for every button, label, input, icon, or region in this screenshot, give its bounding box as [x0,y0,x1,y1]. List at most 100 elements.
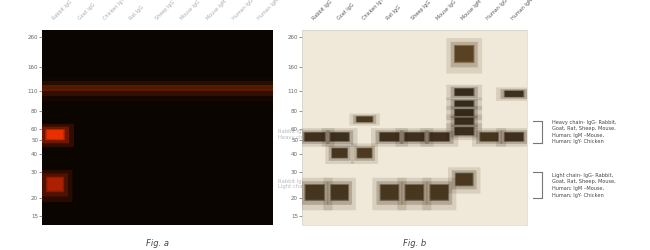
FancyBboxPatch shape [327,181,352,205]
Bar [196,78,222,83]
FancyBboxPatch shape [46,177,64,192]
FancyBboxPatch shape [372,178,406,210]
FancyBboxPatch shape [329,146,350,161]
FancyBboxPatch shape [455,172,474,186]
Text: Human IgM: Human IgM [257,0,280,21]
Text: Rabbit IgG
Heavy chain: Rabbit IgG Heavy chain [278,129,311,140]
Bar [196,89,222,96]
Bar [248,89,273,96]
FancyBboxPatch shape [358,148,372,158]
FancyBboxPatch shape [353,115,376,124]
Bar [94,93,119,101]
Bar [68,93,94,101]
Bar [42,78,68,83]
Text: Fig. a: Fig. a [146,239,169,248]
FancyBboxPatch shape [430,185,448,200]
FancyBboxPatch shape [425,130,454,144]
FancyBboxPatch shape [455,46,473,62]
Bar [170,81,196,87]
Text: Mouse IgM: Mouse IgM [205,0,228,21]
FancyBboxPatch shape [456,173,473,186]
FancyBboxPatch shape [41,127,69,143]
FancyBboxPatch shape [326,130,353,144]
Bar [94,89,119,96]
FancyBboxPatch shape [406,185,423,200]
Bar [145,78,170,83]
Text: Sheep IgG: Sheep IgG [411,0,432,21]
FancyBboxPatch shape [324,178,356,210]
FancyBboxPatch shape [331,185,348,200]
FancyBboxPatch shape [450,87,478,98]
Bar [68,89,94,96]
FancyBboxPatch shape [455,118,473,124]
Bar [170,78,196,83]
Bar [145,81,170,87]
Text: Human IgG: Human IgG [486,0,509,21]
Bar [248,85,273,91]
Text: Goat IgG: Goat IgG [77,2,96,21]
Bar [119,89,145,96]
FancyBboxPatch shape [422,178,456,210]
Text: Rat IgG: Rat IgG [386,5,402,21]
FancyBboxPatch shape [504,132,525,142]
Bar [94,81,119,87]
FancyBboxPatch shape [455,101,473,106]
Text: Human IgG: Human IgG [231,0,254,21]
Bar [119,78,145,83]
FancyBboxPatch shape [380,133,399,141]
FancyBboxPatch shape [505,133,523,141]
FancyBboxPatch shape [454,88,474,96]
Bar [145,89,170,96]
FancyBboxPatch shape [454,45,474,63]
FancyBboxPatch shape [450,116,478,126]
FancyBboxPatch shape [397,178,432,210]
FancyBboxPatch shape [448,167,480,194]
Text: Rabbit IgG: Rabbit IgG [311,0,333,21]
Text: Goat IgG: Goat IgG [336,2,355,21]
FancyBboxPatch shape [476,130,502,144]
FancyBboxPatch shape [306,185,324,200]
FancyBboxPatch shape [405,133,424,141]
Bar [42,85,68,91]
Text: Mouse IgM: Mouse IgM [461,0,483,21]
FancyBboxPatch shape [301,181,328,205]
FancyBboxPatch shape [354,146,375,161]
Bar [42,81,68,87]
Bar [42,89,68,96]
FancyBboxPatch shape [447,106,482,120]
FancyBboxPatch shape [350,114,380,126]
Bar [170,85,196,91]
FancyBboxPatch shape [304,132,326,142]
FancyBboxPatch shape [430,184,449,201]
FancyBboxPatch shape [455,88,473,96]
FancyBboxPatch shape [42,174,68,197]
FancyBboxPatch shape [447,98,482,110]
FancyBboxPatch shape [322,128,358,147]
Bar [119,85,145,91]
FancyBboxPatch shape [447,85,482,100]
FancyBboxPatch shape [351,144,378,164]
Bar [248,78,273,83]
Text: Rat IgG: Rat IgG [129,5,145,21]
FancyBboxPatch shape [447,38,482,74]
FancyBboxPatch shape [381,185,398,200]
Text: Sheep IgG: Sheep IgG [154,0,176,21]
Text: Fig. b: Fig. b [403,239,426,248]
Text: Mouse IgG: Mouse IgG [180,0,202,21]
FancyBboxPatch shape [371,128,408,147]
FancyBboxPatch shape [505,91,523,97]
Bar [119,81,145,87]
Bar [222,85,248,91]
Bar [196,85,222,91]
FancyBboxPatch shape [332,148,347,158]
FancyBboxPatch shape [305,133,325,141]
FancyBboxPatch shape [376,130,404,144]
FancyBboxPatch shape [395,128,434,147]
Text: Chicken IgY: Chicken IgY [103,0,127,21]
FancyBboxPatch shape [450,108,478,118]
FancyBboxPatch shape [447,114,482,129]
FancyBboxPatch shape [404,132,425,142]
FancyBboxPatch shape [455,109,473,116]
FancyBboxPatch shape [454,127,474,136]
Bar [196,81,222,87]
